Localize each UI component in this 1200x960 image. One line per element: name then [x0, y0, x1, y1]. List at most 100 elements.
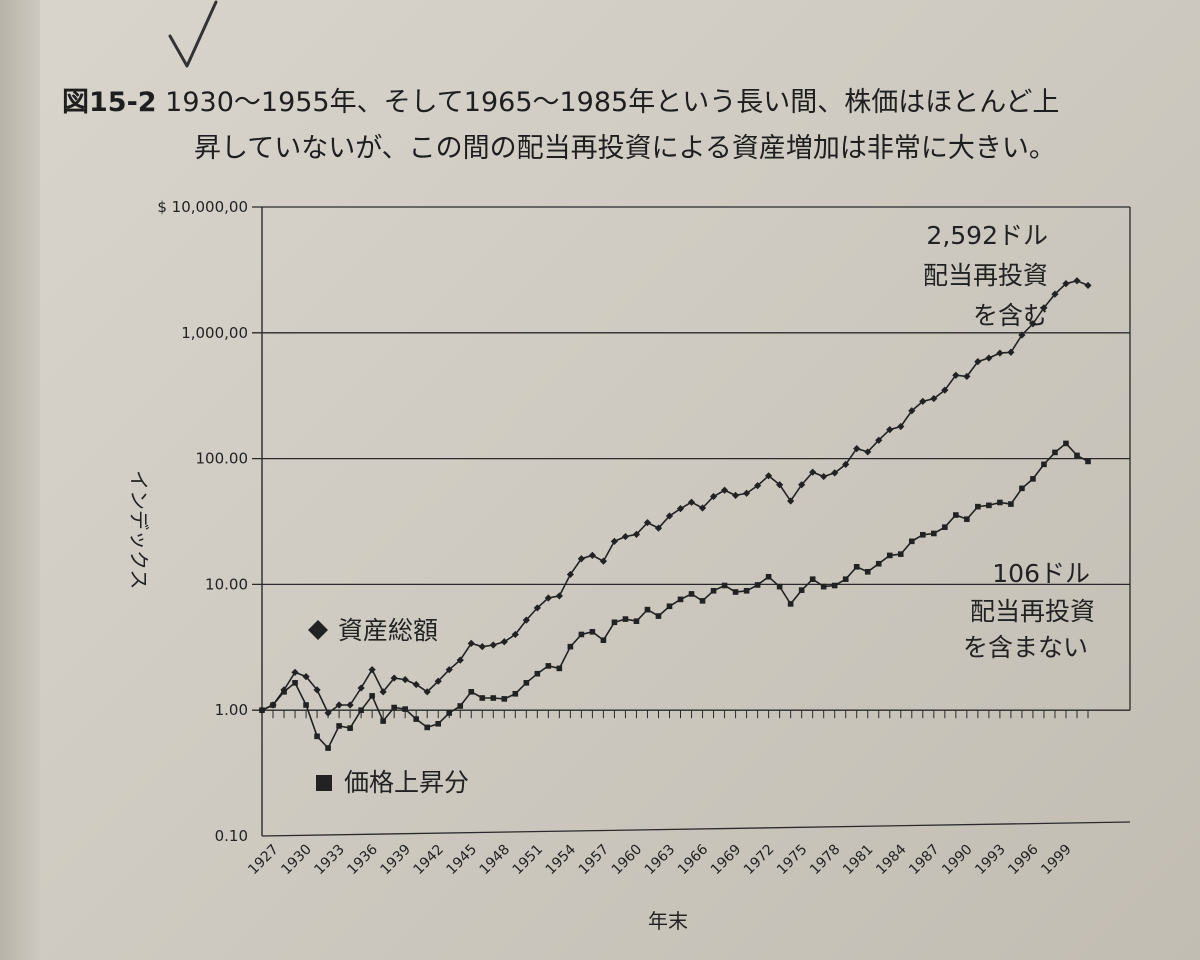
diamond-point [1007, 348, 1015, 356]
price-end-line3: を含まない [963, 633, 1088, 662]
square-point [391, 704, 397, 711]
caption-line-1: 1930～1955年、そして1965～1985年という長い間、株価はほとんど上 [165, 87, 1060, 118]
square-point [931, 530, 937, 537]
labels: インデックス 年末 資産総額 価格上昇分 2,592ドル 配当再投資 を含む 1… [127, 221, 1095, 933]
x-tick-label: 1969 [708, 842, 745, 879]
square-point [875, 560, 882, 567]
square-point [523, 680, 530, 686]
price-end-value: 106ドル [992, 559, 1090, 588]
diamond-point [335, 701, 343, 709]
diamond-point [522, 616, 530, 624]
diamond-point [588, 551, 596, 560]
figure-caption: 図15-2 1930～1955年、そして1965～1985年という長い間、株価は… [62, 80, 1172, 164]
diamond-point [467, 639, 475, 647]
square-point [479, 695, 486, 701]
diamond-point [1029, 320, 1037, 328]
x-tick-label: 1972 [741, 842, 778, 879]
caption-line-2: 昇していないが、この間の配当再投資による資産増加は非常に大きい。 [194, 133, 1056, 164]
square-point [633, 618, 640, 624]
diamond-point [379, 688, 387, 696]
diamond-point [1051, 290, 1059, 298]
square-point [589, 628, 596, 635]
x-tick-label: 1954 [543, 841, 580, 878]
square-point [688, 591, 695, 597]
x-tick-label: 1990 [939, 842, 976, 879]
square-point [600, 637, 607, 644]
x-tick-label: 1966 [675, 841, 712, 878]
square-point [1041, 461, 1047, 468]
diamond-point [390, 674, 398, 682]
x-tick-label: 1996 [1005, 841, 1042, 878]
diamond-point [346, 701, 354, 709]
x-axis-title: 年末 [648, 909, 688, 933]
total-legend-marker [308, 620, 328, 640]
x-tick-label: 1927 [245, 842, 282, 879]
diamond-point [919, 397, 927, 405]
diamond-point [357, 684, 365, 692]
x-tick-label: 1981 [840, 842, 877, 879]
diamond-point [963, 372, 971, 381]
square-point [1019, 485, 1025, 492]
diamond-point [952, 371, 960, 379]
square-point [732, 589, 739, 595]
square-point [402, 706, 408, 712]
diamond-point [456, 656, 464, 664]
square-point [347, 725, 353, 731]
diamond-point [853, 445, 861, 453]
total-legend-label: 資産総額 [338, 616, 438, 645]
diamond-point [776, 481, 784, 489]
square-point [336, 723, 342, 729]
diamond-point [401, 676, 409, 684]
diamond-point [1062, 280, 1070, 288]
diamond-point [423, 688, 431, 696]
square-point [964, 516, 970, 522]
series-price-only [259, 440, 1091, 751]
diamond-point [930, 394, 938, 403]
square-point [986, 502, 992, 509]
diamond-point [687, 498, 696, 506]
square-point [534, 670, 541, 677]
total-end-line3: を含む [973, 301, 1048, 330]
square-point [1052, 449, 1058, 456]
price-end-line2: 配当再投資 [970, 597, 1095, 626]
square-point [380, 718, 386, 724]
diamond-point [632, 530, 641, 538]
y-tick-label: 10.00 [205, 575, 248, 593]
square-point [622, 616, 629, 622]
diamond-point [765, 472, 773, 480]
square-point [942, 524, 948, 530]
diamond-point [742, 489, 751, 497]
square-point [743, 587, 750, 594]
x-tick-label: 1960 [609, 842, 646, 879]
diamond-point [511, 630, 519, 639]
diamond-point [842, 460, 850, 468]
diamond-point [643, 518, 652, 527]
y-tick-label: 100.00 [196, 450, 249, 468]
square-point [721, 582, 728, 589]
square-point [556, 665, 563, 672]
diamond-point [996, 349, 1004, 357]
square-point [809, 576, 816, 582]
x-tick-label: 1999 [1038, 842, 1075, 879]
square-point [424, 724, 430, 731]
square-point [1074, 452, 1080, 459]
square-point [975, 503, 981, 510]
square-point [567, 643, 574, 650]
diamond-point [709, 492, 718, 501]
diamond-point [798, 481, 806, 489]
series-line [261, 279, 1089, 715]
diamond-point [875, 436, 883, 444]
figure-number: 図15-2 [62, 87, 157, 118]
y-tick-label: 1,000,00 [181, 324, 248, 342]
x-tick-label: 1978 [807, 842, 844, 879]
price-legend-label: 価格上昇分 [344, 768, 469, 797]
diamond-point [1084, 281, 1092, 290]
diamond-point [533, 604, 541, 612]
x-tick-label: 1936 [344, 841, 381, 878]
square-point [831, 582, 838, 589]
square-point [435, 720, 442, 727]
x-tick-label: 1933 [311, 842, 348, 879]
x-tick-label: 1963 [642, 842, 679, 879]
diamond-point [985, 354, 993, 362]
